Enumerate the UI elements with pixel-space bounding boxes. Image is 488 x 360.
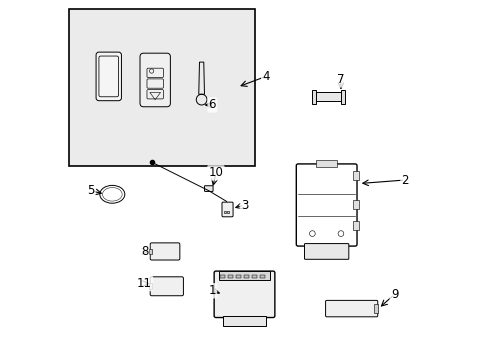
Text: 1: 1	[208, 284, 216, 297]
FancyBboxPatch shape	[96, 52, 121, 101]
FancyBboxPatch shape	[140, 53, 170, 107]
Text: 3: 3	[240, 198, 248, 212]
Text: 2: 2	[401, 174, 408, 186]
Bar	[353, 200, 358, 208]
Text: 5: 5	[87, 184, 94, 197]
Text: 7: 7	[337, 73, 344, 86]
Bar	[223, 316, 265, 327]
Text: 11: 11	[137, 277, 152, 290]
Bar	[227, 275, 233, 278]
Bar	[315, 160, 337, 167]
FancyBboxPatch shape	[325, 300, 377, 317]
Bar	[251, 275, 256, 278]
FancyBboxPatch shape	[150, 277, 183, 296]
Bar	[373, 304, 377, 313]
Bar	[353, 171, 358, 180]
Text: 10: 10	[208, 166, 223, 179]
Text: 4: 4	[262, 70, 269, 83]
Bar	[353, 221, 358, 230]
Bar	[148, 283, 152, 289]
FancyBboxPatch shape	[222, 202, 233, 217]
Bar	[219, 271, 269, 280]
Text: 8: 8	[141, 245, 148, 258]
Bar	[235, 275, 241, 278]
Bar	[69, 9, 255, 166]
Bar	[315, 93, 340, 102]
FancyBboxPatch shape	[204, 186, 213, 192]
FancyBboxPatch shape	[304, 244, 348, 259]
Bar	[259, 275, 264, 278]
FancyBboxPatch shape	[150, 243, 180, 260]
Bar	[340, 90, 345, 104]
FancyBboxPatch shape	[214, 271, 274, 318]
Bar	[224, 211, 226, 213]
Bar	[226, 211, 229, 213]
Text: 6: 6	[208, 99, 216, 112]
Text: 9: 9	[390, 288, 397, 301]
Bar	[311, 90, 315, 104]
Bar	[244, 275, 248, 278]
Bar	[148, 249, 152, 254]
Bar	[220, 275, 225, 278]
